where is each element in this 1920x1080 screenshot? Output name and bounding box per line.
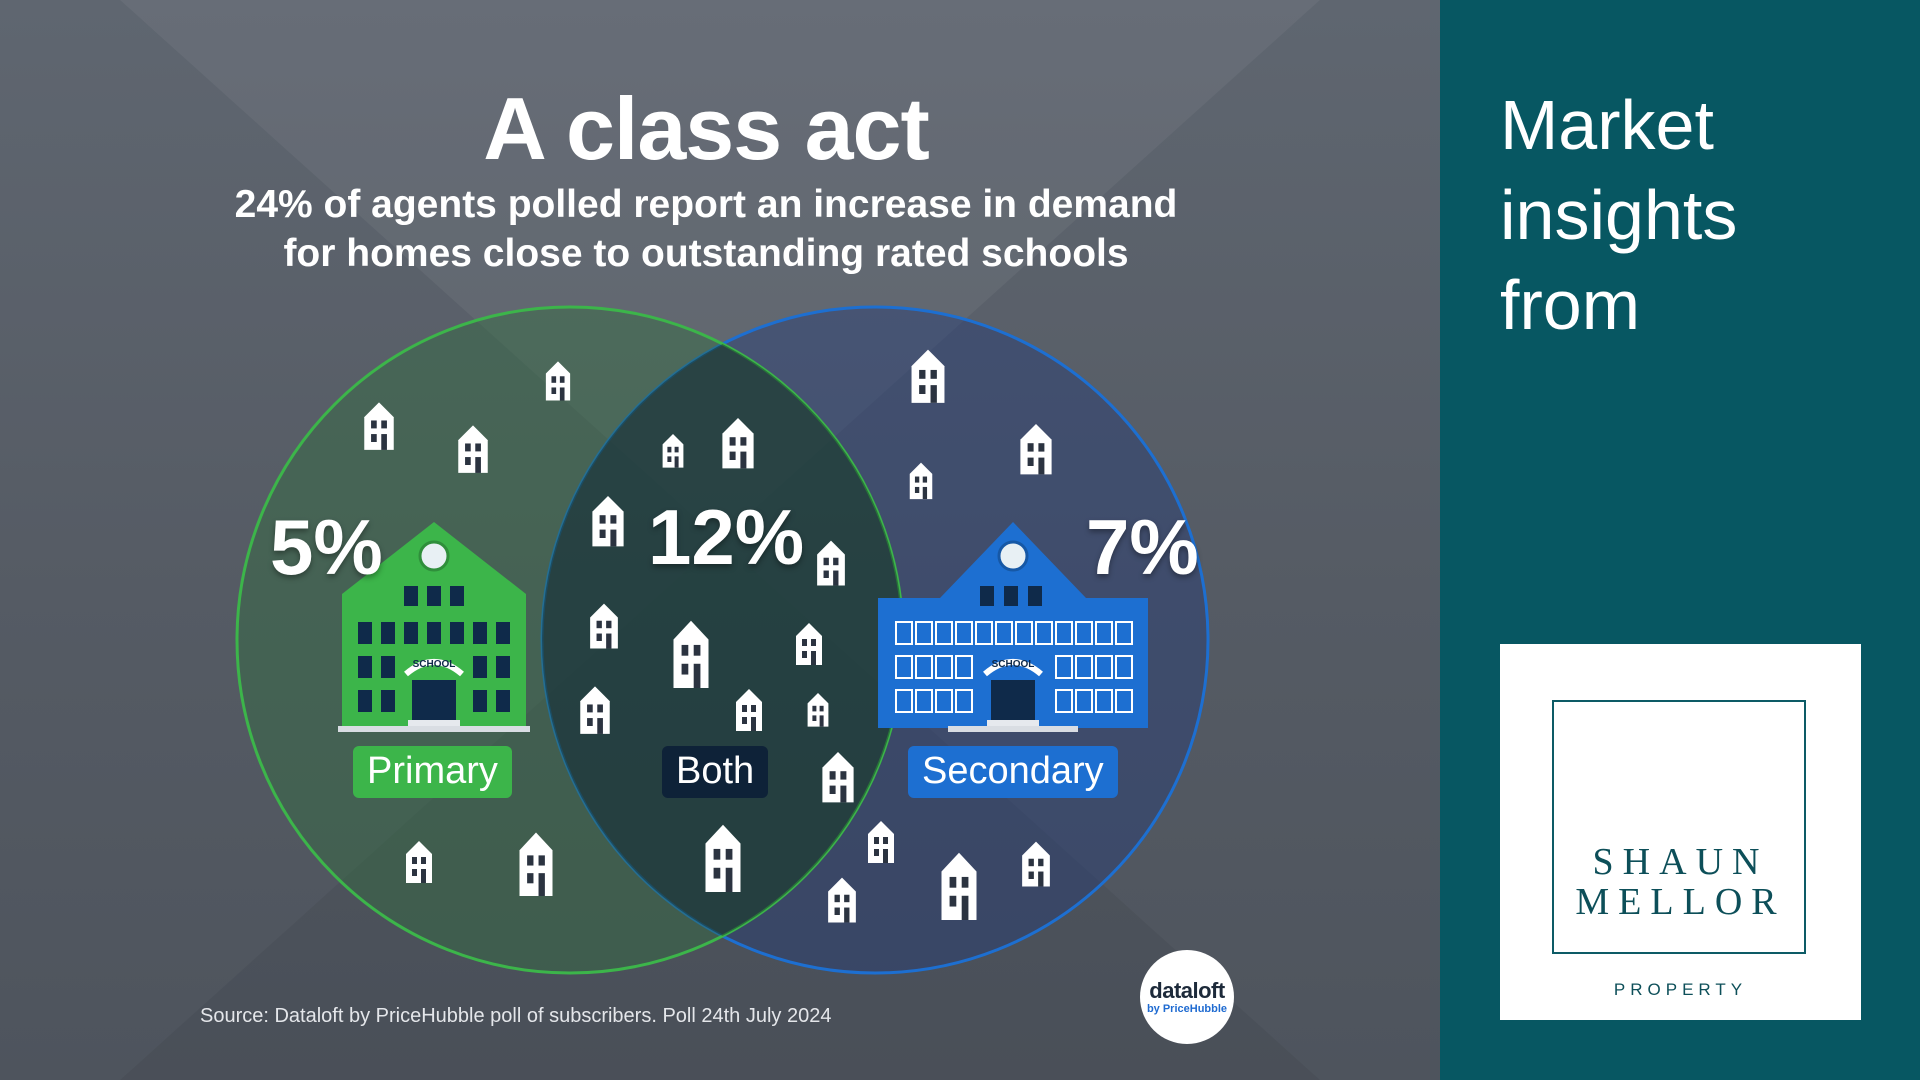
primary-percentage: 5% [270,503,383,591]
brand-sub: PROPERTY [1613,980,1748,999]
primary-school-icon: SCHOOL [338,522,530,732]
sidebar-heading-line-2: insights [1500,176,1738,254]
primary-label: Primary [353,746,512,798]
infographic-title: A class act [483,79,930,178]
sidebar-heading-line-3: from [1500,266,1640,344]
sidebar: Market insights from SHAUN MELLOR PROPER… [1440,0,1920,1080]
secondary-school-icon: SCHOOL [878,522,1148,732]
dataloft-logo-sub: by PriceHubble [1146,1003,1228,1015]
dataloft-logo-main: dataloft [1149,978,1225,1003]
secondary-percentage: 7% [1086,503,1199,591]
venn-intersection [542,307,903,973]
both-percentage: 12% [648,493,805,581]
both-label: Both [662,746,769,798]
secondary-label: Secondary [908,746,1118,798]
sidebar-heading-line-1: Market [1500,86,1714,164]
background-x-pattern [0,0,1440,1080]
subtitle-line-1: 24% of agents polled report an increase … [234,183,1178,226]
school-sign: SCHOOL [992,659,1035,670]
source-note: Source: Dataloft by PriceHubble poll of … [200,1005,832,1027]
venn-diagram: SCHOOL SCHOOL [235,305,1210,975]
infographic: A class act 24% of agents polled report … [0,0,1440,1080]
dataloft-logo: dataloft by PriceHubble [1140,950,1234,1044]
school-sign: SCHOOL [413,659,456,670]
brand-logo-card: SHAUN MELLOR PROPERTY [1500,644,1861,1020]
brand-logo-frame [1552,700,1806,954]
subtitle-line-2: for homes close to outstanding rated sch… [283,232,1129,275]
brand-name-line-1: SHAUN [1592,841,1769,883]
brand-name-line-2: MELLOR [1575,881,1786,923]
